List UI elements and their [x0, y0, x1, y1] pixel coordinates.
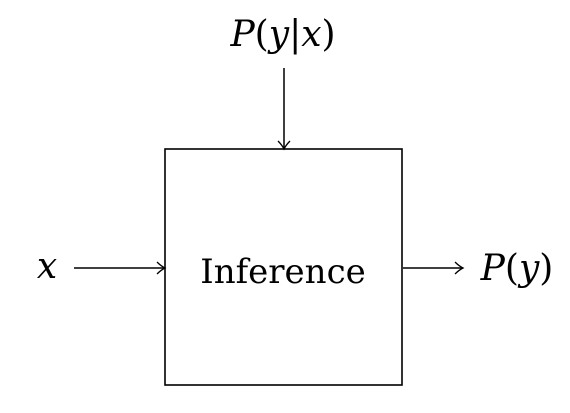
top-arrow [277, 68, 291, 151]
inference-box [164, 148, 403, 386]
output-arrow [403, 261, 465, 275]
output-label: P(y) [480, 248, 554, 289]
inference-label: Inference [200, 252, 365, 292]
left-arrow [74, 261, 167, 275]
top-input-label: P(y|x) [229, 14, 335, 55]
left-input-label: x [37, 246, 57, 287]
